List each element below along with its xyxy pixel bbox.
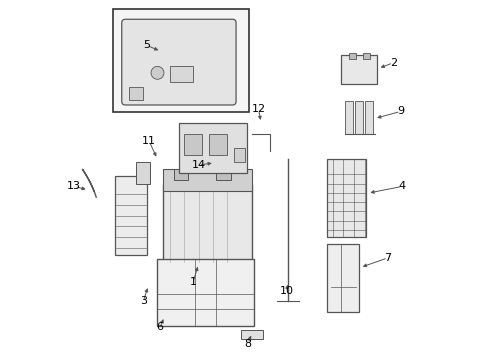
Bar xyxy=(209,134,227,155)
FancyBboxPatch shape xyxy=(163,169,252,191)
Bar xyxy=(129,87,143,100)
Text: 9: 9 xyxy=(397,107,404,116)
Bar xyxy=(170,66,193,82)
Bar xyxy=(217,169,231,180)
Text: 2: 2 xyxy=(390,58,397,68)
FancyBboxPatch shape xyxy=(157,258,254,327)
Text: 7: 7 xyxy=(384,253,392,263)
Bar xyxy=(173,169,188,180)
Text: 3: 3 xyxy=(140,296,147,306)
Bar xyxy=(234,148,245,162)
FancyBboxPatch shape xyxy=(115,176,147,255)
Text: 10: 10 xyxy=(280,287,294,296)
Bar xyxy=(365,102,373,134)
FancyBboxPatch shape xyxy=(179,123,247,173)
Text: 13: 13 xyxy=(67,181,81,192)
Circle shape xyxy=(151,66,164,79)
FancyBboxPatch shape xyxy=(163,184,252,262)
Text: 8: 8 xyxy=(245,339,251,348)
Text: 12: 12 xyxy=(251,104,266,114)
Bar xyxy=(355,102,363,134)
Bar xyxy=(345,102,353,134)
Text: 1: 1 xyxy=(190,277,196,287)
Bar xyxy=(136,162,150,184)
Bar xyxy=(363,53,370,59)
Text: 11: 11 xyxy=(142,136,156,147)
FancyBboxPatch shape xyxy=(122,19,236,105)
Bar xyxy=(184,134,202,155)
Bar xyxy=(348,53,356,59)
Text: 5: 5 xyxy=(143,40,150,50)
Text: 6: 6 xyxy=(156,322,164,332)
FancyBboxPatch shape xyxy=(327,244,359,312)
FancyBboxPatch shape xyxy=(342,55,377,84)
FancyBboxPatch shape xyxy=(113,9,248,112)
FancyBboxPatch shape xyxy=(327,158,367,237)
Text: 4: 4 xyxy=(399,181,406,192)
Text: 14: 14 xyxy=(192,160,206,170)
Bar xyxy=(242,330,263,339)
